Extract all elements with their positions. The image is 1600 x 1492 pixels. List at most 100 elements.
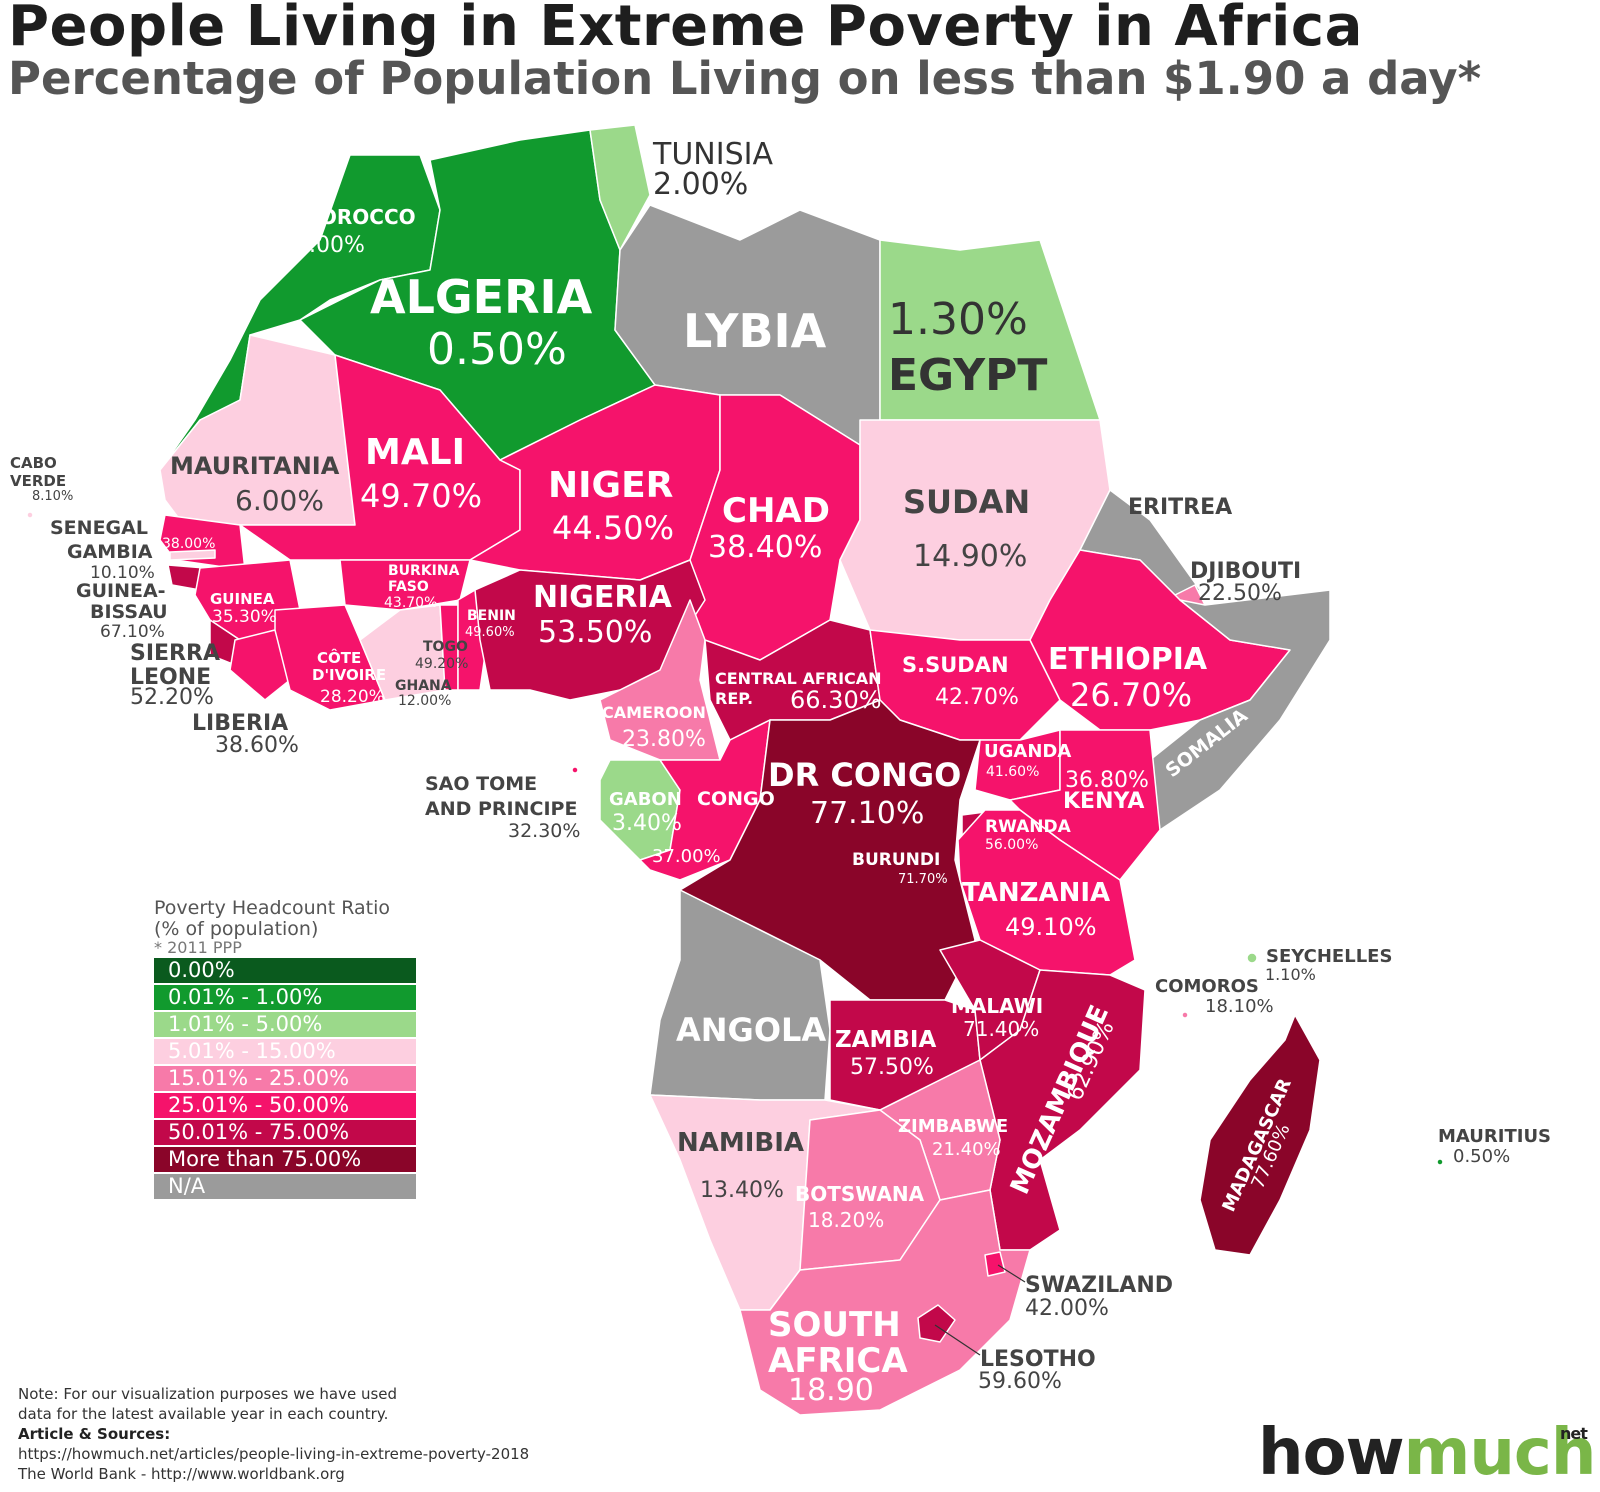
- label-angola: ANGOLA: [676, 1011, 826, 1049]
- label-car-2: REP.: [715, 689, 753, 708]
- label-zambia: ZAMBIA: [835, 1027, 936, 1053]
- value-djibouti: 22.50%: [1198, 581, 1282, 606]
- label-cote-divoire-1: CÔTE: [317, 648, 361, 667]
- legend-item: 0.01% - 1.00%: [154, 985, 416, 1010]
- region-sao-tome: [571, 766, 579, 774]
- legend-item: More than 75.00%: [154, 1147, 416, 1172]
- label-togo: TOGO: [423, 639, 468, 655]
- value-liberia: 38.60%: [215, 733, 299, 758]
- label-mauritius: MAURITIUS: [1438, 1126, 1551, 1147]
- value-s-sudan: 42.70%: [935, 685, 1019, 710]
- value-south-africa: 18.90: [788, 1373, 874, 1408]
- label-mali: MALI: [365, 432, 465, 473]
- legend-item: 1.01% - 5.00%: [154, 1012, 416, 1037]
- label-cote-divoire-2: D'IVOIRE: [312, 666, 386, 684]
- value-mali: 49.70%: [360, 477, 482, 515]
- value-botswana: 18.20%: [808, 1208, 884, 1232]
- brand-logo: howmuch net: [1258, 1416, 1597, 1490]
- label-nigeria: NIGERIA: [533, 580, 673, 615]
- value-rwanda: 56.00%: [985, 837, 1038, 853]
- value-algeria: 0.50%: [427, 324, 567, 375]
- legend-title: Poverty Headcount Ratio: [154, 897, 390, 919]
- label-tunisia: TUNISIA: [652, 137, 773, 172]
- label-swaziland: SWAZILAND: [1025, 1273, 1173, 1298]
- value-guinea-bissau: 67.10%: [100, 622, 165, 642]
- value-togo: 49.20%: [415, 656, 468, 672]
- label-ghana: GHANA: [395, 678, 452, 694]
- region-mauritius: [1436, 1158, 1444, 1166]
- region-comoros: [1181, 1011, 1189, 1019]
- label-burundi: BURUNDI: [852, 850, 940, 870]
- label-malawi: MALAWI: [951, 994, 1043, 1018]
- leader-lines: [934, 1264, 1026, 1356]
- value-cameroon: 23.80%: [622, 727, 706, 752]
- value-kenya: 36.80%: [1065, 768, 1149, 793]
- legend-item: 5.01% - 15.00%: [154, 1039, 416, 1064]
- legend-item: 25.01% - 50.00%: [154, 1093, 416, 1118]
- value-lesotho: 59.60%: [978, 1369, 1062, 1394]
- leader-swaziland: [997, 1264, 1026, 1283]
- region-madagascar: [1199, 1014, 1321, 1256]
- label-burkina-faso-1: BURKINA: [388, 563, 460, 579]
- value-ghana: 12.00%: [398, 693, 451, 709]
- label-gambia: GAMBIA: [67, 541, 153, 563]
- label-sierra-leone-2: LEONE: [130, 665, 211, 690]
- label-congo: CONGO: [697, 788, 775, 810]
- region-seychelles: [1246, 952, 1258, 964]
- leader-lesotho: [934, 1324, 981, 1356]
- source-link-article[interactable]: https://howmuch.net/articles/people-livi…: [18, 1445, 530, 1463]
- label-uganda: UGANDA: [984, 741, 1071, 762]
- label-zimbabwe: ZIMBABWE: [898, 1116, 1008, 1137]
- value-tunisia: 2.00%: [653, 167, 748, 202]
- region-south-africa: [739, 1189, 1031, 1416]
- label-cabo-verde-1: CABO: [10, 454, 57, 472]
- value-zambia: 57.50%: [850, 1055, 934, 1080]
- label-guinea: GUINEA: [210, 590, 275, 608]
- label-liberia: LIBERIA: [192, 711, 288, 736]
- region-swaziland: [984, 1251, 1006, 1277]
- legend-item: N/A: [154, 1174, 416, 1199]
- label-ethiopia: ETHIOPIA: [1048, 642, 1208, 677]
- label-senegal: SENEGAL: [50, 517, 148, 539]
- label-morocco: MOROCCO: [300, 205, 416, 229]
- value-egypt: 1.30%: [888, 294, 1028, 345]
- region-congo: [639, 719, 771, 881]
- value-namibia: 13.40%: [700, 1178, 784, 1203]
- brand-much: much: [1403, 1416, 1597, 1490]
- map-subtitle: Percentage of Population Living on less …: [8, 52, 1482, 105]
- label-eritrea: ERITREA: [1128, 495, 1232, 520]
- label-chad: CHAD: [722, 491, 830, 531]
- value-niger: 44.50%: [552, 509, 674, 547]
- value-swaziland: 42.00%: [1025, 1296, 1109, 1321]
- label-s-sudan: S.SUDAN: [902, 653, 1009, 677]
- label-tanzania: TANZANIA: [962, 878, 1110, 908]
- legend-item: 0.00%: [154, 958, 416, 983]
- region-tunisia: [589, 124, 651, 251]
- label-guinea-bissau-1: GUINEA-: [76, 580, 166, 602]
- label-egypt: EGYPT: [888, 350, 1047, 401]
- brand-net: net: [1560, 1424, 1588, 1443]
- label-seychelles: SEYCHELLES: [1266, 946, 1392, 967]
- value-cote-divoire: 28.20%: [320, 687, 385, 707]
- value-sudan: 14.90%: [913, 539, 1027, 574]
- value-burkina-faso: 43.70%: [384, 595, 437, 611]
- source-link-worldbank[interactable]: The World Bank - http://www.worldbank.or…: [18, 1465, 345, 1483]
- note-line-2: data for the latest available year in ea…: [18, 1405, 389, 1423]
- label-sierra-leone-1: SIERRA: [130, 641, 220, 666]
- label-botswana: BOTSWANA: [795, 1182, 925, 1206]
- label-sao-tome-2: AND PRINCIPE: [425, 798, 577, 820]
- label-south-africa-2: AFRICA: [768, 1341, 908, 1381]
- label-algeria: ALGERIA: [370, 270, 593, 324]
- label-car-1: CENTRAL AFRICAN: [715, 669, 882, 688]
- brand-how: how: [1258, 1416, 1405, 1490]
- note-line-1: Note: For our visualization purposes we …: [18, 1385, 398, 1403]
- label-cameroon: CAMEROON: [602, 703, 706, 722]
- legend-item: 50.01% - 75.00%: [154, 1120, 416, 1145]
- value-guinea: 35.30%: [212, 607, 277, 627]
- value-gabon: 3.40%: [612, 811, 682, 836]
- label-benin: BENIN: [467, 608, 516, 624]
- value-senegal: 38.00%: [162, 536, 215, 552]
- value-mauritania: 6.00%: [235, 484, 324, 517]
- value-comoros: 18.10%: [1205, 996, 1274, 1017]
- value-mauritius: 0.50%: [1453, 1146, 1510, 1167]
